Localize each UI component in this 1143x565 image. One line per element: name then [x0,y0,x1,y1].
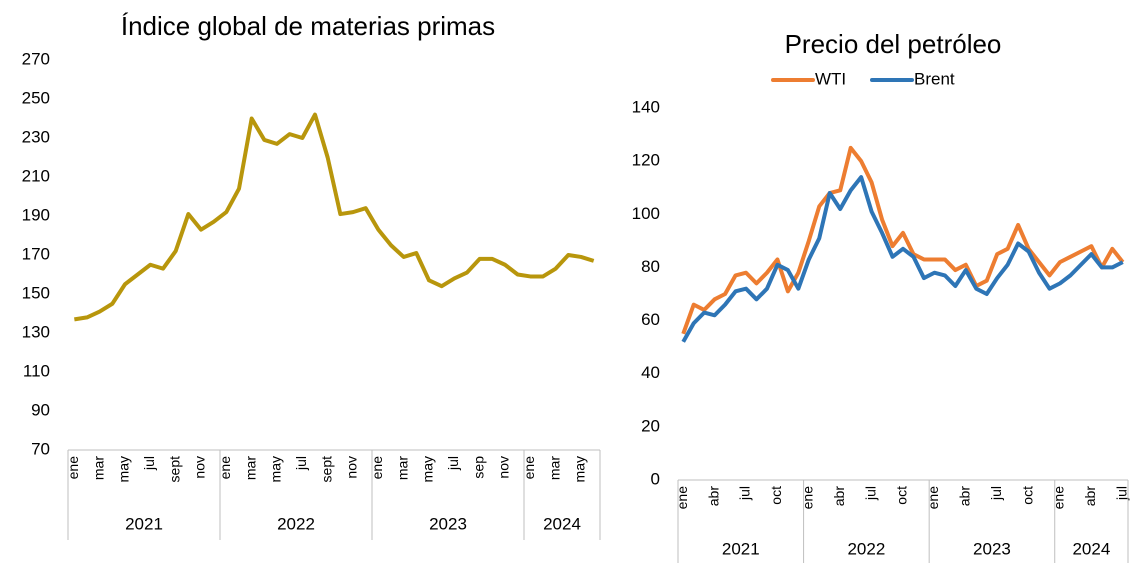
x-tick-label: mar [242,456,258,480]
data-line [681,175,1124,343]
x-tick-label: ene [217,456,233,480]
x-tick-label: abr [831,486,847,507]
y-tick-label: 80 [641,257,660,276]
data-line [681,145,1125,335]
chart-title: Índice global de materias primas [121,11,495,41]
x-tick-label: ene [674,486,690,510]
x-tick-label: ene [369,456,385,480]
y-tick-label: 90 [31,400,50,419]
x-tick-label: may [116,456,132,482]
x-tick-label: sept [166,456,182,483]
chart-title: Precio del petróleo [785,29,1002,59]
x-tick-label: ene [65,456,81,480]
x-tick-label: ene [800,486,816,510]
y-tick-label: 70 [31,439,50,458]
y-tick-label: 230 [22,127,50,146]
y-tick-label: 100 [632,204,660,223]
y-tick-label: 270 [22,49,50,68]
x-tick-label: nov [192,456,208,479]
x-tick-label: abr [956,486,972,507]
x-group-label: 2024 [543,514,581,533]
x-group-label: 2024 [1072,539,1110,558]
x-group-label: 2022 [277,514,315,533]
x-tick-label: jul [445,456,461,471]
y-tick-label: 210 [22,166,50,185]
y-tick-label: 40 [641,363,660,382]
x-group-label: 2021 [125,514,163,533]
y-tick-label: 20 [641,416,660,435]
x-tick-label: sept [318,456,334,483]
x-tick-label: ene [1051,486,1067,510]
y-tick-label: 190 [22,205,50,224]
x-group-label: 2023 [429,514,467,533]
x-tick-label: jul [862,486,878,501]
x-tick-label: abr [1082,486,1098,507]
y-tick-label: 0 [651,469,660,488]
x-tick-label: nov [344,456,360,479]
x-tick-label: ene [521,456,537,480]
legend-label: WTI [815,69,846,88]
x-tick-label: nov [496,456,512,479]
y-tick-label: 250 [22,88,50,107]
y-tick-label: 120 [632,151,660,170]
x-tick-label: oct [1019,486,1035,505]
x-tick-label: jul [293,456,309,471]
x-tick-label: jul [737,486,753,501]
x-tick-label: sep [470,456,486,479]
x-tick-label: mar [394,456,410,480]
y-tick-label: 140 [632,97,660,116]
x-tick-label: ene [925,486,941,510]
data-line [74,112,595,322]
y-tick-label: 60 [641,310,660,329]
x-tick-label: jul [141,456,157,471]
x-tick-label: jul [988,486,1004,501]
x-tick-label: jul [1113,486,1129,501]
y-tick-label: 110 [23,361,50,380]
x-tick-label: may [572,456,588,482]
x-tick-label: abr [705,486,721,507]
y-tick-label: 130 [22,322,50,341]
x-group-label: 2021 [722,539,760,558]
x-tick-label: mar [90,456,106,480]
x-tick-label: may [420,456,436,482]
x-tick-label: oct [768,486,784,505]
legend-label: Brent [914,69,955,88]
y-tick-label: 150 [22,283,50,302]
x-tick-label: oct [894,486,910,505]
x-group-label: 2022 [847,539,885,558]
y-tick-label: 170 [22,244,50,263]
x-group-label: 2023 [973,539,1011,558]
x-tick-label: mar [546,456,562,480]
x-tick-label: may [268,456,284,482]
